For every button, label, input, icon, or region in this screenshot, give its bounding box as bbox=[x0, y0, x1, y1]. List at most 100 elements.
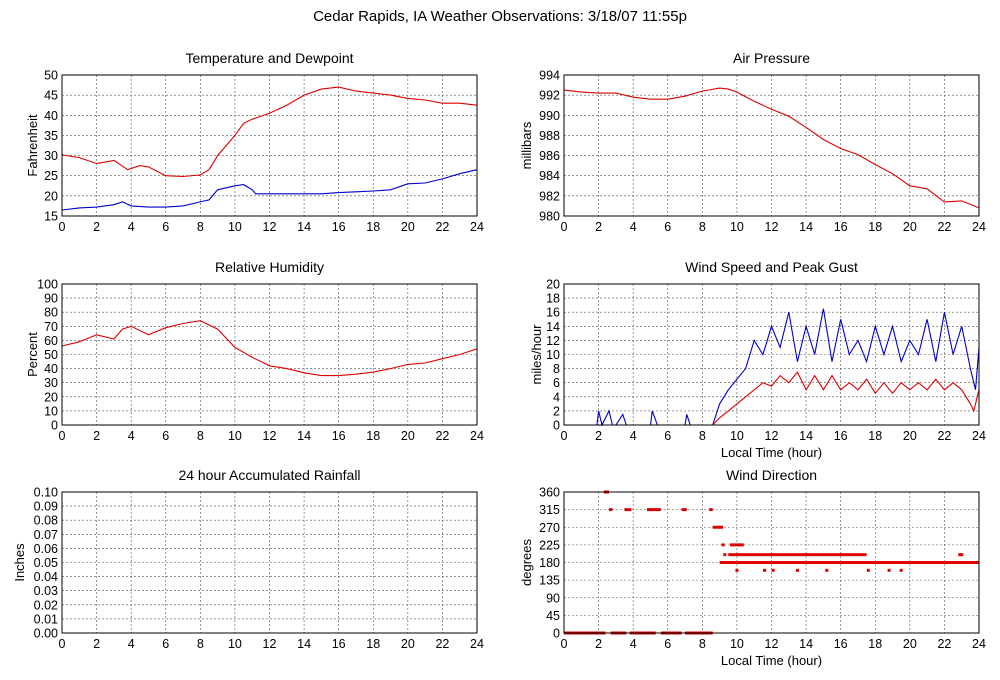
y-tick-label: 4 bbox=[553, 390, 560, 404]
wind-x-axis-label: Local Time (hour) bbox=[721, 445, 822, 460]
x-tick-label: 8 bbox=[699, 429, 706, 443]
x-tick-label: 16 bbox=[332, 637, 346, 651]
x-tick-label: 4 bbox=[630, 429, 637, 443]
page-title: Cedar Rapids, IA Weather Observations: 3… bbox=[313, 8, 687, 25]
y-tick-label: 70 bbox=[44, 320, 58, 334]
y-tick-label: 982 bbox=[539, 189, 560, 203]
x-tick-label: 22 bbox=[937, 220, 951, 234]
x-tick-label: 2 bbox=[93, 220, 100, 234]
y-tick-label: 270 bbox=[539, 521, 560, 535]
y-tick-label: 12 bbox=[546, 334, 560, 348]
y-tick-label: 18 bbox=[546, 292, 560, 306]
y-tick-label: 135 bbox=[539, 574, 560, 588]
x-tick-label: 4 bbox=[128, 429, 135, 443]
y-tick-label: 45 bbox=[546, 609, 560, 623]
x-tick-label: 24 bbox=[470, 220, 484, 234]
y-tick-label: 30 bbox=[44, 149, 58, 163]
x-tick-label: 6 bbox=[664, 429, 671, 443]
y-tick-label: 50 bbox=[44, 348, 58, 362]
y-tick-label: 0.08 bbox=[34, 514, 58, 528]
x-tick-label: 2 bbox=[595, 637, 602, 651]
y-tick-label: 0.07 bbox=[34, 528, 58, 542]
temp-y-axis-label: Fahrenheit bbox=[25, 114, 40, 177]
y-tick-label: 20 bbox=[44, 189, 58, 203]
direction-mark bbox=[730, 543, 744, 547]
y-tick-label: 80 bbox=[44, 306, 58, 320]
x-tick-label: 24 bbox=[972, 220, 986, 234]
pressure-series-0-line bbox=[563, 87, 980, 209]
x-tick-label: 8 bbox=[699, 637, 706, 651]
x-tick-label: 14 bbox=[799, 220, 813, 234]
y-tick-label: 10 bbox=[44, 404, 58, 418]
x-tick-label: 6 bbox=[664, 637, 671, 651]
x-tick-label: 8 bbox=[699, 220, 706, 234]
y-tick-label: 0.05 bbox=[34, 556, 58, 570]
direction-mark bbox=[719, 561, 979, 564]
rain-title: 24 hour Accumulated Rainfall bbox=[178, 467, 360, 483]
y-tick-label: 990 bbox=[539, 109, 560, 123]
x-tick-label: 4 bbox=[128, 637, 135, 651]
y-tick-label: 90 bbox=[546, 591, 560, 605]
y-tick-label: 225 bbox=[539, 538, 560, 552]
y-tick-label: 35 bbox=[44, 129, 58, 143]
x-tick-label: 0 bbox=[561, 637, 568, 651]
humidity-series-0-line bbox=[61, 320, 478, 377]
x-tick-label: 14 bbox=[799, 429, 813, 443]
direction-point bbox=[745, 561, 749, 564]
y-tick-label: 0.04 bbox=[34, 570, 58, 584]
x-tick-label: 0 bbox=[59, 637, 66, 651]
x-tick-label: 10 bbox=[228, 637, 242, 651]
x-tick-label: 14 bbox=[297, 429, 311, 443]
direction-point bbox=[825, 568, 829, 572]
x-tick-label: 12 bbox=[765, 429, 779, 443]
x-tick-label: 18 bbox=[868, 220, 882, 234]
direction-point bbox=[887, 568, 891, 572]
x-tick-label: 6 bbox=[664, 220, 671, 234]
x-tick-label: 16 bbox=[834, 429, 848, 443]
y-tick-label: 10 bbox=[546, 348, 560, 362]
x-tick-label: 0 bbox=[561, 429, 568, 443]
y-tick-label: 45 bbox=[44, 89, 58, 103]
y-tick-label: 2 bbox=[553, 404, 560, 418]
direction-point bbox=[795, 568, 799, 572]
direction-mark bbox=[647, 508, 661, 512]
x-tick-label: 2 bbox=[93, 429, 100, 443]
x-tick-label: 2 bbox=[595, 220, 602, 234]
humidity-plot-frame bbox=[61, 283, 478, 426]
y-tick-label: 16 bbox=[546, 306, 560, 320]
temp-series-1-line bbox=[61, 169, 478, 211]
x-tick-label: 20 bbox=[401, 220, 415, 234]
y-tick-label: 0.06 bbox=[34, 542, 58, 556]
direction-plot-frame bbox=[563, 491, 980, 634]
x-tick-label: 18 bbox=[868, 429, 882, 443]
x-tick-label: 20 bbox=[401, 429, 415, 443]
direction-mark bbox=[624, 508, 632, 512]
x-tick-label: 24 bbox=[470, 637, 484, 651]
direction-title: Wind Direction bbox=[726, 467, 817, 483]
wind-plot-frame bbox=[563, 283, 980, 426]
y-tick-label: 992 bbox=[539, 89, 560, 103]
x-tick-label: 6 bbox=[162, 220, 169, 234]
wind-y-axis-label: miles/hour bbox=[529, 324, 544, 385]
x-tick-label: 12 bbox=[765, 220, 779, 234]
x-tick-label: 8 bbox=[197, 429, 204, 443]
y-tick-label: 0 bbox=[553, 627, 560, 641]
y-tick-label: 50 bbox=[44, 69, 58, 83]
temp-series-0-line bbox=[61, 86, 478, 178]
direction-mark bbox=[709, 508, 713, 512]
direction-point bbox=[721, 543, 725, 547]
y-tick-label: 14 bbox=[546, 320, 560, 334]
x-tick-label: 12 bbox=[263, 220, 277, 234]
x-tick-label: 18 bbox=[868, 637, 882, 651]
x-tick-label: 4 bbox=[630, 220, 637, 234]
wind-series-0-line bbox=[564, 308, 980, 427]
x-tick-label: 14 bbox=[297, 637, 311, 651]
y-tick-label: 25 bbox=[44, 169, 58, 183]
direction-point bbox=[899, 568, 903, 572]
y-tick-label: 8 bbox=[553, 362, 560, 376]
